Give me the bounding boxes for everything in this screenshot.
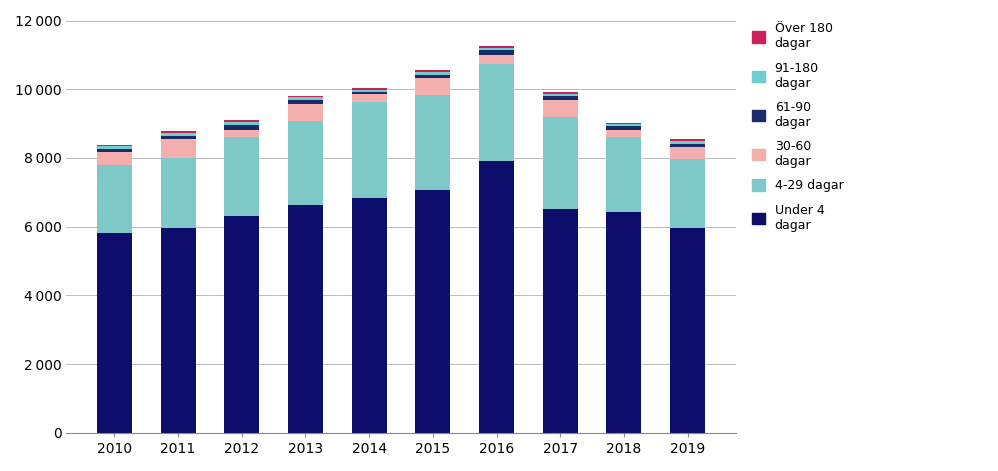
Bar [607, 126, 642, 130]
Bar [479, 46, 514, 48]
Bar [351, 198, 386, 433]
Bar [543, 117, 578, 209]
Bar [415, 78, 450, 95]
Bar [288, 96, 323, 97]
Bar [670, 144, 706, 147]
Bar [607, 137, 642, 212]
Bar [670, 147, 706, 159]
Bar [415, 70, 450, 73]
Bar [351, 94, 386, 102]
Bar [351, 88, 386, 89]
Bar [543, 92, 578, 94]
Bar [161, 158, 196, 228]
Bar [607, 130, 642, 137]
Bar [415, 95, 450, 190]
Bar [415, 75, 450, 78]
Bar [161, 228, 196, 433]
Bar [97, 149, 132, 152]
Bar [479, 48, 514, 50]
Bar [607, 212, 642, 433]
Bar [97, 146, 132, 149]
Bar [97, 165, 132, 233]
Bar [670, 141, 706, 144]
Bar [479, 55, 514, 64]
Bar [351, 89, 386, 92]
Bar [288, 100, 323, 104]
Bar [288, 205, 323, 433]
Bar [225, 120, 259, 122]
Bar [161, 131, 196, 133]
Bar [288, 104, 323, 121]
Bar [479, 50, 514, 55]
Bar [97, 233, 132, 433]
Bar [415, 190, 450, 433]
Bar [161, 139, 196, 158]
Bar [225, 122, 259, 125]
Bar [543, 100, 578, 117]
Bar [161, 133, 196, 136]
Bar [351, 102, 386, 198]
Bar [97, 145, 132, 146]
Bar [225, 125, 259, 130]
Bar [479, 64, 514, 162]
Bar [351, 92, 386, 94]
Bar [607, 122, 642, 124]
Bar [97, 152, 132, 165]
Bar [415, 73, 450, 75]
Bar [543, 209, 578, 433]
Bar [670, 228, 706, 433]
Bar [543, 97, 578, 100]
Bar [479, 162, 514, 433]
Bar [161, 136, 196, 139]
Bar [225, 216, 259, 433]
Bar [670, 139, 706, 141]
Bar [670, 159, 706, 228]
Legend: Över 180
dagar, 91-180
dagar, 61-90
dagar, 30-60
dagar, 4-29 dagar, Under 4
daga: Över 180 dagar, 91-180 dagar, 61-90 daga… [748, 18, 847, 235]
Bar [607, 124, 642, 126]
Bar [288, 121, 323, 205]
Bar [543, 94, 578, 97]
Bar [288, 97, 323, 100]
Bar [225, 137, 259, 216]
Bar [225, 130, 259, 137]
